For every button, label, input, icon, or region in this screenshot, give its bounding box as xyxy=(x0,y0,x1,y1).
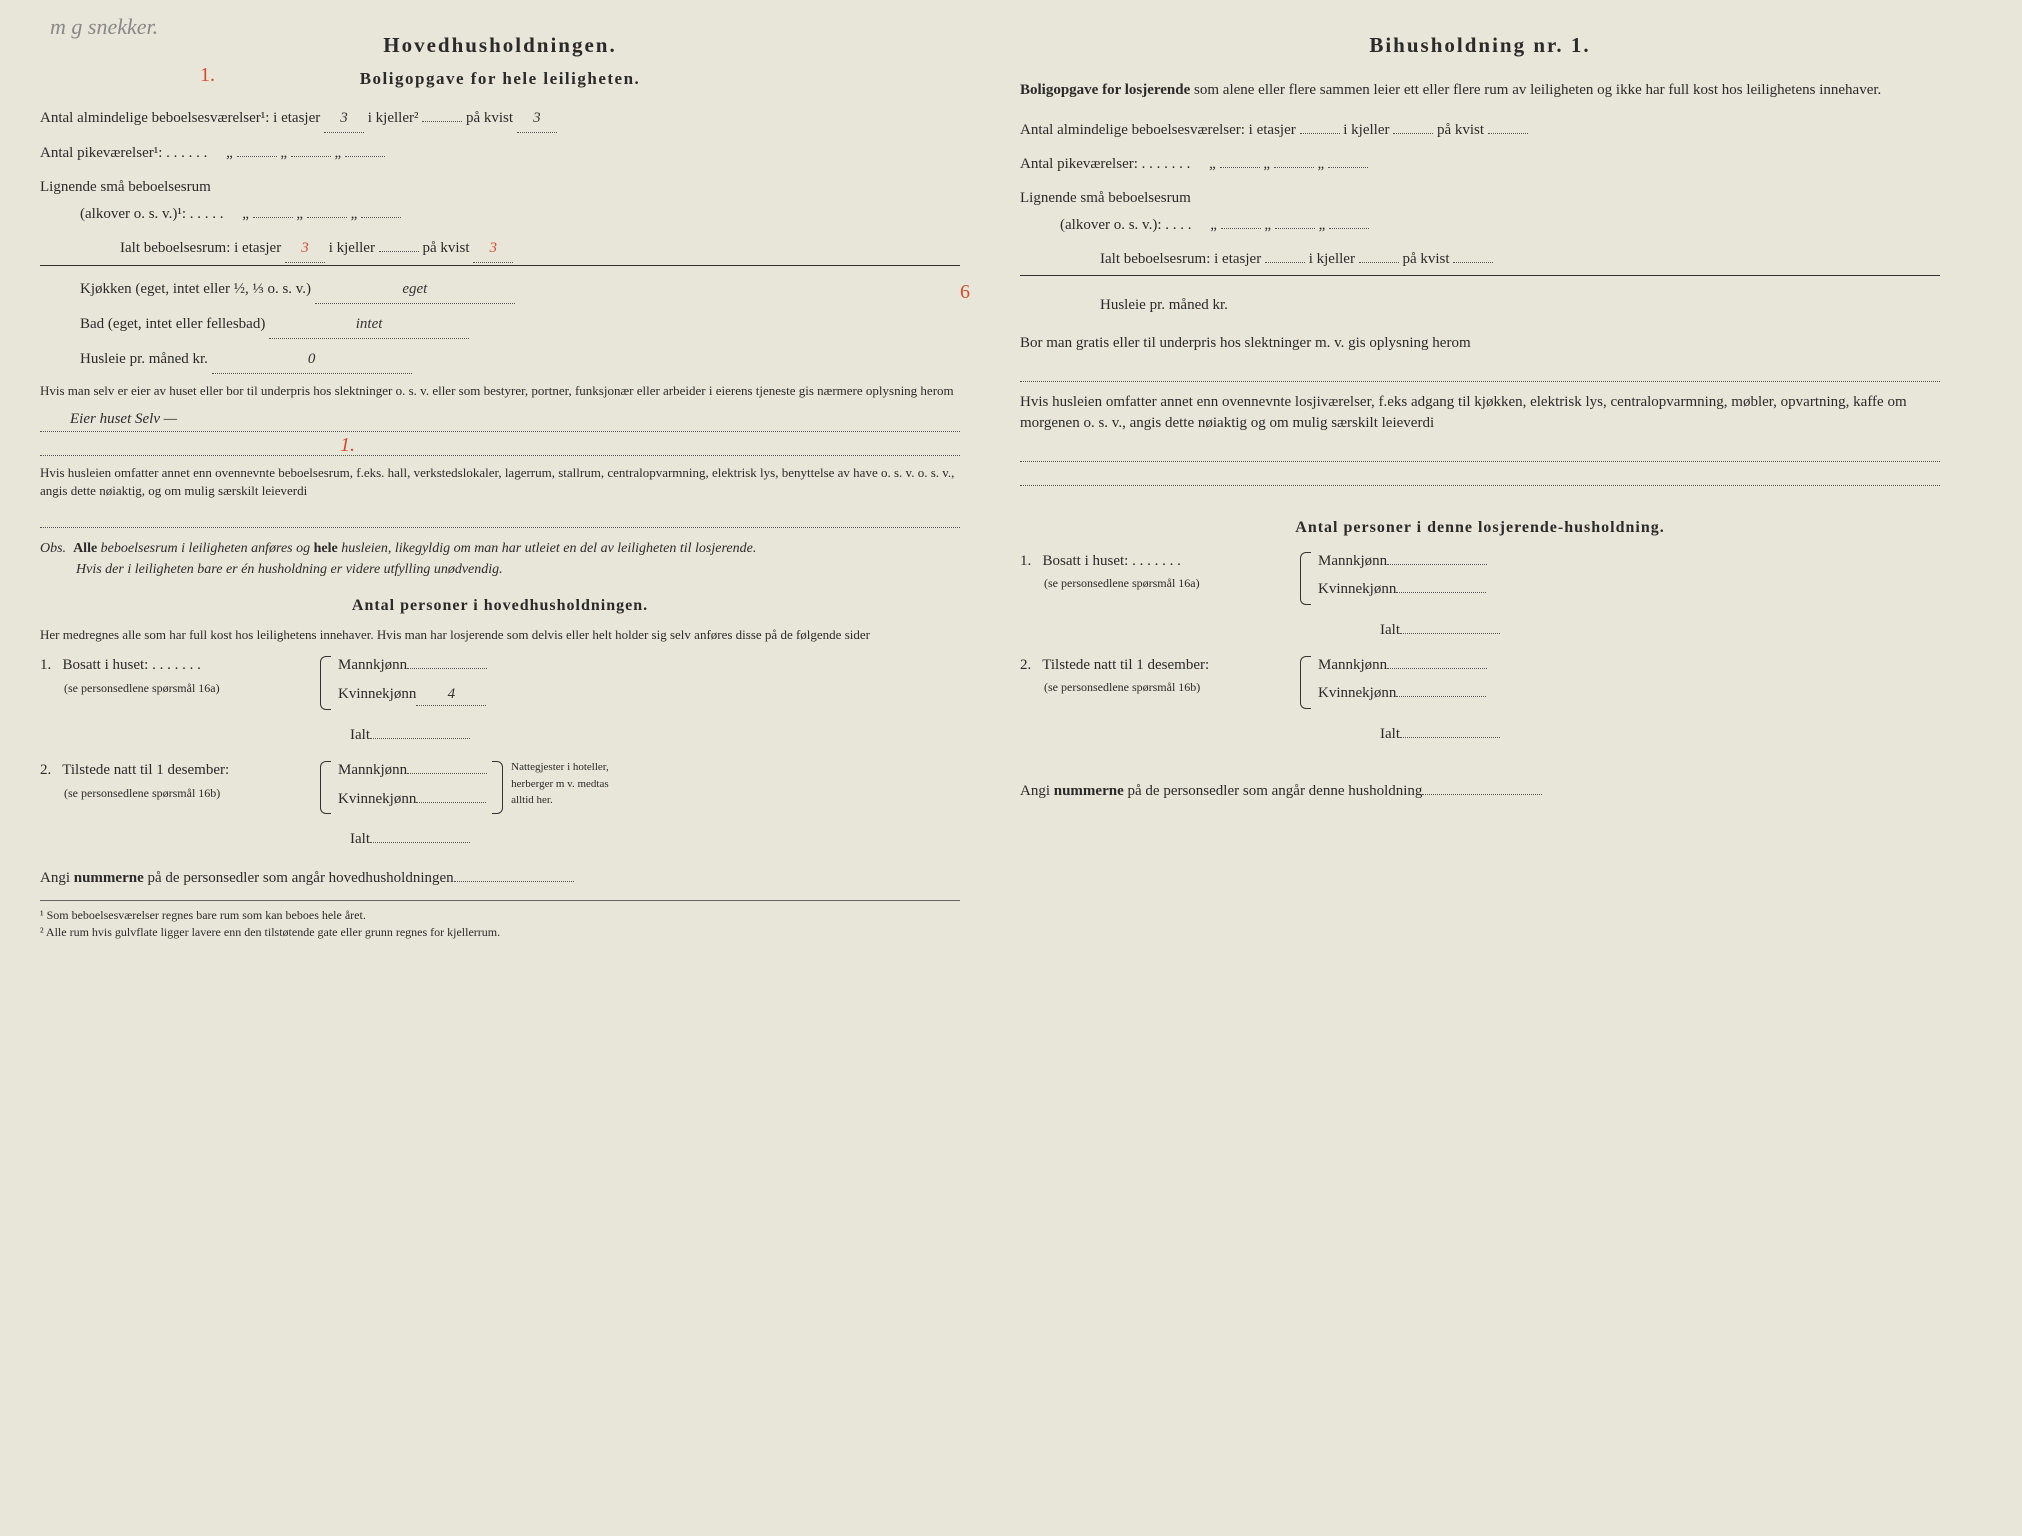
kjeller-value xyxy=(422,121,462,122)
census-form: m g snekker. 1. Hovedhusholdningen. Boli… xyxy=(40,30,1940,941)
red-mark-1: 1. xyxy=(200,60,215,90)
ialt-etasjer: 3 xyxy=(285,235,325,263)
r-angi-line: Angi nummerne på de personsedler som ang… xyxy=(1020,778,1940,805)
etasjer-value: 3 xyxy=(324,105,364,133)
owner-note: Hvis man selv er eier av huset eller bor… xyxy=(40,382,960,400)
bath-value: intet xyxy=(269,311,469,339)
left-column: m g snekker. 1. Hovedhusholdningen. Boli… xyxy=(40,30,960,941)
r-rent: Husleie pr. måned kr. xyxy=(1020,292,1940,319)
persons-title: Antal personer i hovedhusholdningen. xyxy=(40,594,960,618)
persons-intro: Her medregnes alle som har full kost hos… xyxy=(40,626,960,644)
right-intro: Boligopgave for losjerende som alene ell… xyxy=(1020,80,1940,101)
rooms-row-1: Antal almindelige beboelsesværelser¹: i … xyxy=(40,105,960,133)
footnotes: ¹ Som beboelsesværelser regnes bare rum … xyxy=(40,907,960,941)
r-rooms-3: Lignende små beboelsesrum (alkover o. s.… xyxy=(1020,185,1940,239)
red-mark-6: 6 xyxy=(960,274,970,310)
kvinne-value: 4 xyxy=(416,683,486,707)
r-rooms-1: Antal almindelige beboelsesværelser: i e… xyxy=(1020,117,1940,144)
kitchen-value: eget xyxy=(315,276,515,304)
r-total-rooms: Ialt beboelsesrum: i etasjer i kjeller p… xyxy=(1020,246,1940,276)
obs-note: Obs. Alle beboelsesrum i leiligheten anf… xyxy=(40,538,960,580)
rooms-row-3: Lignende små beboelsesrum (alkover o. s.… xyxy=(40,174,960,228)
angi-line: Angi nummerne på de personsedler som ang… xyxy=(40,865,960,892)
ialt-kvist: 3 xyxy=(473,235,513,263)
red-mark-2: 1. xyxy=(340,430,355,460)
rooms-row-2: Antal pikeværelser¹: . . . . . . „ „ „ xyxy=(40,140,960,167)
r-rooms-2: Antal pikeværelser: . . . . . . . „ „ „ xyxy=(1020,151,1940,178)
question-2: 2. Tilstede natt til 1 desember: (se per… xyxy=(40,759,960,816)
bath-row: Bad (eget, intet eller fellesbad) intet xyxy=(40,311,960,339)
owner-handwritten: Eier huset Selv — xyxy=(40,408,960,432)
r-persons-title: Antal personer i denne losjerende-hushol… xyxy=(1020,516,1940,540)
right-title: Bihusholdning nr. 1. xyxy=(1020,30,1940,62)
r-para2: Hvis husleien omfatter annet enn ovennev… xyxy=(1020,392,1940,434)
right-column: Bihusholdning nr. 1. Boligopgave for los… xyxy=(1020,30,1940,941)
r-para1: Bor man gratis eller til underpris hos s… xyxy=(1020,333,1940,354)
handwritten-annotation: m g snekker. xyxy=(50,10,158,43)
subtitle: Boligopgave for hele leiligheten. xyxy=(40,66,960,92)
kvist-value: 3 xyxy=(517,105,557,133)
main-title: Hovedhusholdningen. xyxy=(40,30,960,62)
kitchen-row: Kjøkken (eget, intet eller ½, ⅓ o. s. v.… xyxy=(40,276,960,304)
rent-row: Husleie pr. måned kr. 0 xyxy=(40,346,960,374)
question-1: 1. Bosatt i huset: . . . . . . . (se per… xyxy=(40,654,960,712)
rent-value: 0 xyxy=(212,346,412,374)
total-rooms: Ialt beboelsesrum: i etasjer 3 i kjeller… xyxy=(40,235,960,266)
rent-detail-note: Hvis husleien omfatter annet enn ovennev… xyxy=(40,464,960,500)
r-question-1: 1. Bosatt i huset: . . . . . . . (se per… xyxy=(1020,550,1940,607)
r-question-2: 2. Tilstede natt til 1 desember: (se per… xyxy=(1020,654,1940,711)
side-note: Nattegjester i hoteller, herberger m v. … xyxy=(511,759,621,809)
divider xyxy=(40,900,960,901)
